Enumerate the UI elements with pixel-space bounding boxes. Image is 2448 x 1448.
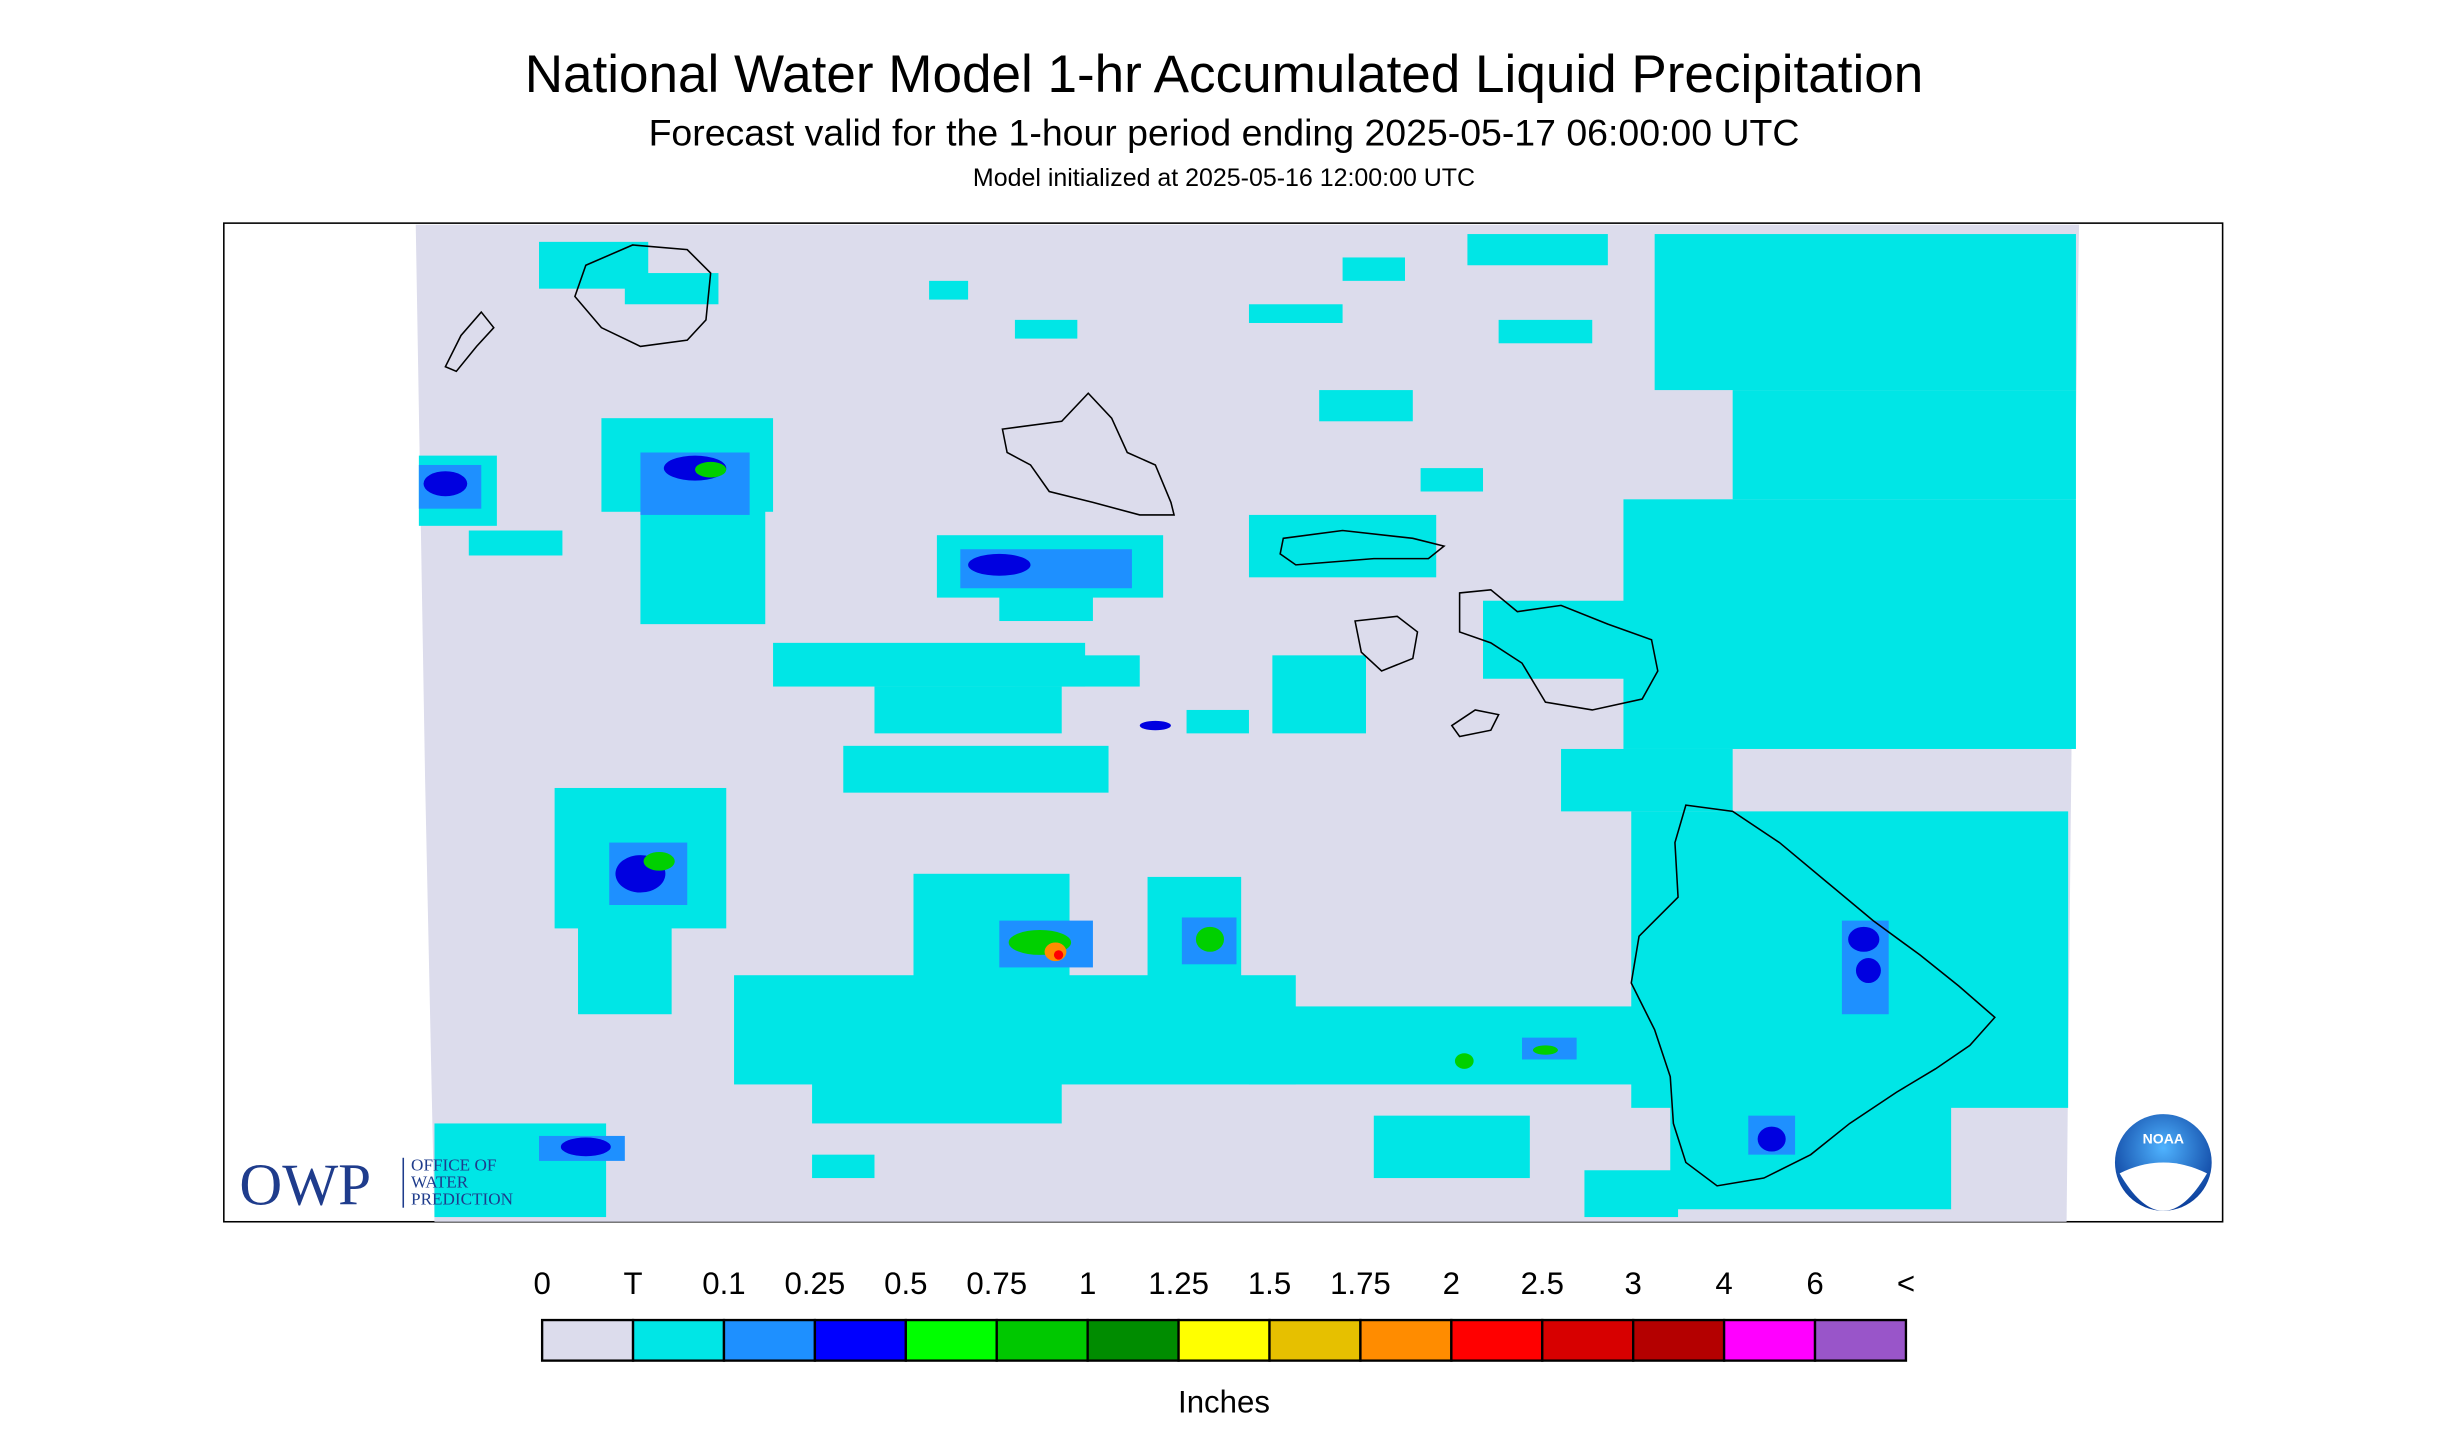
legend-swatch <box>1359 1318 1453 1362</box>
legend-swatch <box>1177 1318 1271 1362</box>
map: OWP OFFICE OF WATER PREDICTION NOAA <box>223 222 2224 1223</box>
title: National Water Model 1-hr Accumulated Li… <box>525 45 1924 104</box>
legend-label: 1.75 <box>1330 1266 1391 1301</box>
coastlines <box>444 244 1996 1187</box>
legend-label: 4 <box>1715 1266 1732 1301</box>
legend-swatch <box>1086 1318 1180 1362</box>
legend-unit: Inches <box>1178 1385 1270 1420</box>
init-time: Model initialized at 2025-05-16 12:00:00… <box>973 164 1475 192</box>
legend-label: 0.75 <box>966 1266 1027 1301</box>
legend-swatch <box>1722 1318 1817 1362</box>
logo-line: WATER <box>411 1172 469 1191</box>
legend-swatch <box>1450 1318 1544 1362</box>
legend-label: 3 <box>1625 1266 1642 1301</box>
legend-label: 2 <box>1443 1266 1460 1301</box>
legend-swatch <box>995 1318 1089 1362</box>
legend-label: 1.25 <box>1148 1266 1209 1301</box>
legend-swatch <box>1541 1318 1635 1362</box>
legend-label: 6 <box>1806 1266 1823 1301</box>
legend-label: 0.1 <box>702 1266 745 1301</box>
legend-swatch <box>904 1318 998 1362</box>
legend-label: T <box>624 1266 643 1301</box>
legend-label: 2.5 <box>1521 1266 1564 1301</box>
logo-line: OFFICE OF <box>411 1155 496 1174</box>
legend-swatch <box>1632 1318 1726 1362</box>
noaa-text: NOAA <box>2143 1131 2184 1147</box>
subtitle: Forecast valid for the 1-hour period end… <box>649 112 1800 154</box>
legend-swatch <box>1813 1318 1908 1362</box>
legend-swatch <box>540 1318 635 1362</box>
logo-line: PREDICTION <box>411 1190 513 1209</box>
legend-label: 1.5 <box>1248 1266 1291 1301</box>
legend-swatch <box>722 1318 817 1362</box>
legend-label: < <box>1897 1266 1915 1301</box>
legend-label: 0.25 <box>785 1266 846 1301</box>
legend-swatch <box>1268 1318 1362 1362</box>
legend-label: 1 <box>1079 1266 1096 1301</box>
legend-swatch <box>631 1318 726 1362</box>
owp-logo: OWP OFFICE OF WATER PREDICTION <box>239 1152 513 1218</box>
legend-label: 0.5 <box>884 1266 927 1301</box>
logo-abbr: OWP <box>239 1152 371 1218</box>
legend-label: 0 <box>533 1266 550 1301</box>
legend-swatch <box>813 1318 907 1362</box>
legend: 0 T 0.1 0.25 0.5 0.75 1 1.25 1.5 1.75 2 2.5 3 4 6 < <box>533 1266 1915 1362</box>
precip-field <box>418 234 2076 1218</box>
noaa-logo: NOAA <box>2114 1114 2212 1211</box>
